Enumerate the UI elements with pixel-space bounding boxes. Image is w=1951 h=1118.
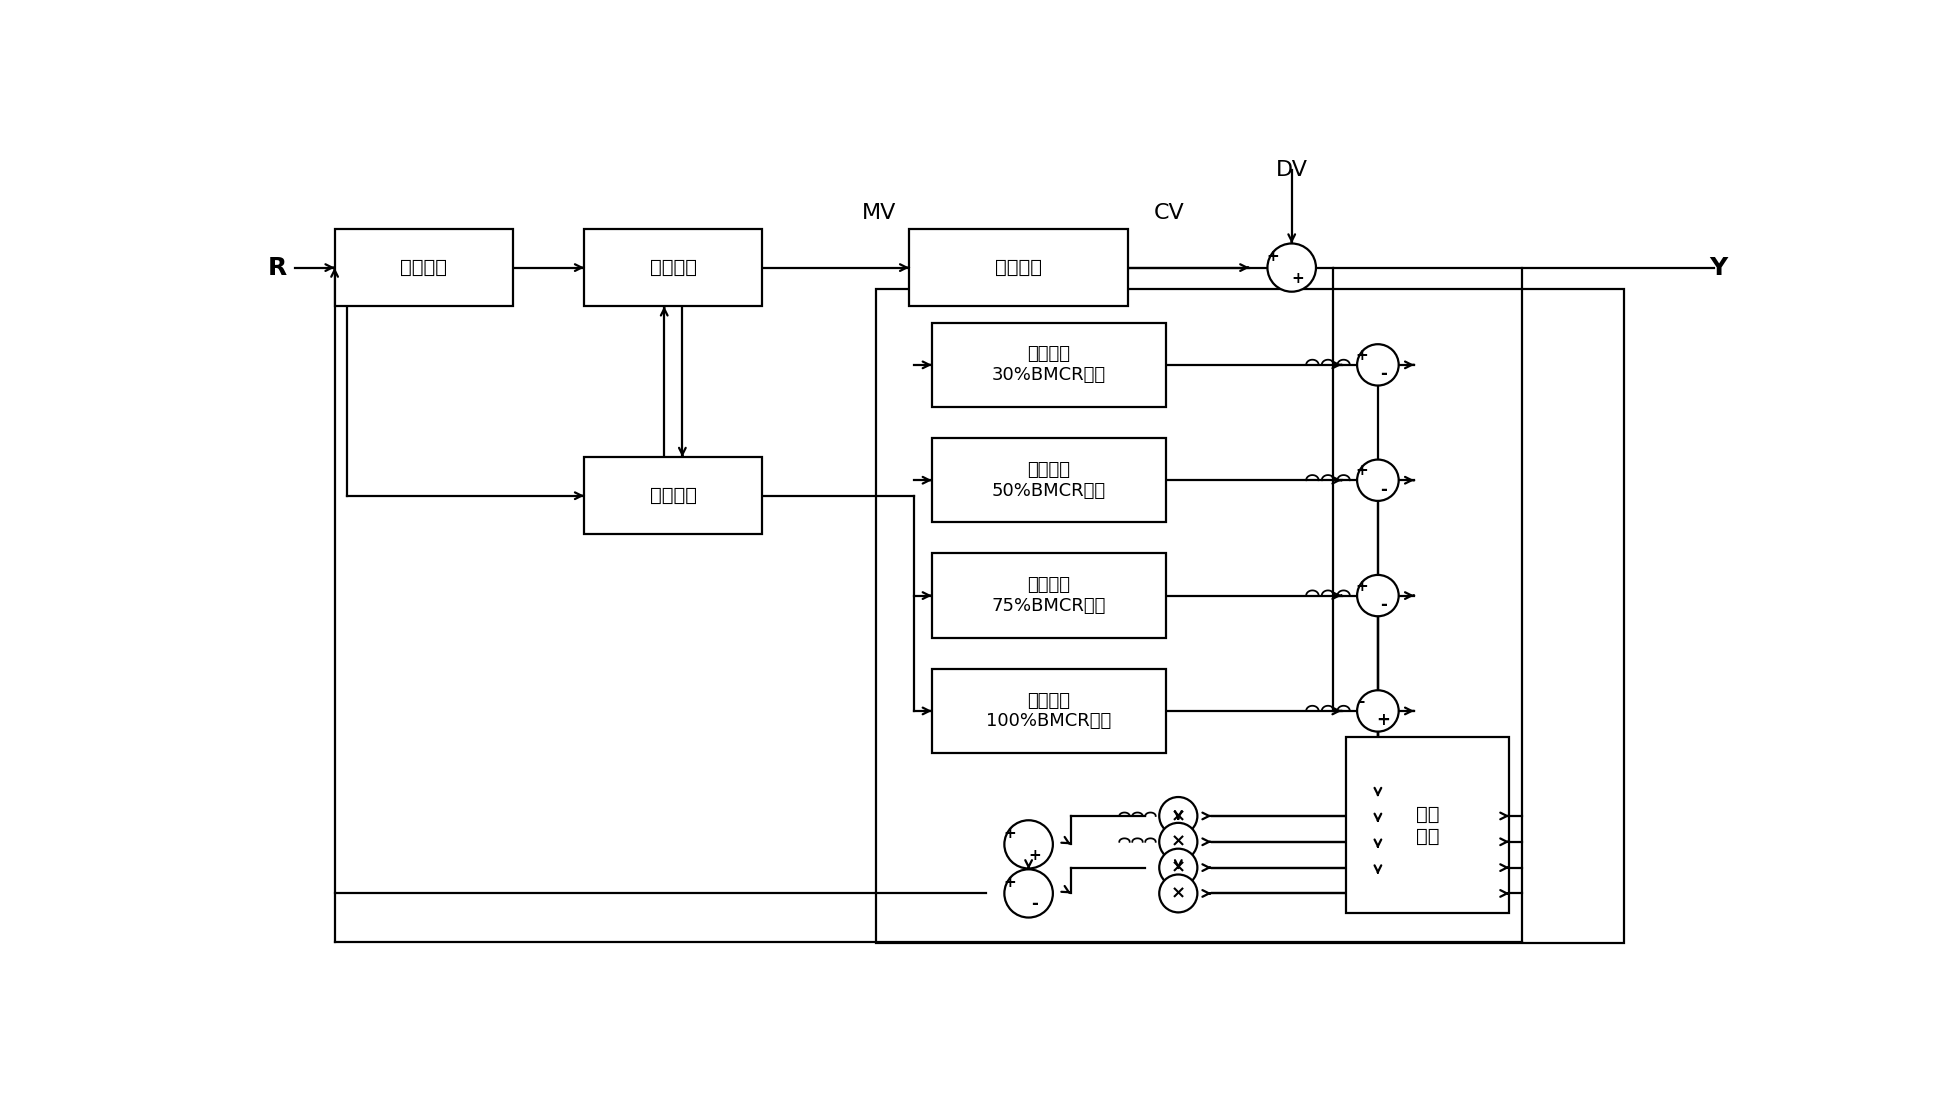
Text: DV: DV — [1276, 160, 1307, 180]
Text: +: + — [1356, 348, 1368, 363]
Circle shape — [1005, 821, 1054, 869]
Circle shape — [1358, 690, 1399, 731]
Bar — [583, 229, 763, 306]
Text: +: + — [1356, 579, 1368, 594]
Text: +: + — [1356, 464, 1368, 479]
Circle shape — [1358, 575, 1399, 616]
Circle shape — [1358, 459, 1399, 501]
Circle shape — [1268, 244, 1317, 292]
Text: ×: × — [1171, 859, 1186, 877]
Text: 滚动优化: 滚动优化 — [650, 258, 697, 277]
Bar — [909, 229, 1128, 306]
Text: -: - — [1358, 694, 1366, 709]
Text: 预测模型: 预测模型 — [650, 486, 697, 505]
Bar — [1346, 737, 1510, 913]
Bar — [933, 669, 1167, 754]
Circle shape — [1005, 870, 1054, 918]
Text: R: R — [267, 256, 287, 280]
Circle shape — [1159, 849, 1198, 887]
Circle shape — [1159, 797, 1198, 835]
Text: 机组对象
75%BMCR模型: 机组对象 75%BMCR模型 — [991, 576, 1106, 615]
Text: ×: × — [1171, 884, 1186, 902]
Bar — [933, 438, 1167, 522]
Text: +: + — [1003, 826, 1016, 841]
Text: 插值
逻辑: 插值 逻辑 — [1416, 805, 1440, 845]
Bar — [583, 457, 763, 534]
Circle shape — [1159, 874, 1198, 912]
Text: +: + — [1266, 249, 1280, 264]
Text: -: - — [1032, 896, 1038, 913]
Text: +: + — [1003, 875, 1016, 890]
Bar — [933, 553, 1167, 637]
Text: 参考轨迹: 参考轨迹 — [400, 258, 447, 277]
Text: ×: × — [1171, 807, 1186, 825]
Circle shape — [1358, 344, 1399, 386]
Text: MV: MV — [862, 203, 896, 224]
Text: -: - — [1379, 366, 1387, 383]
Text: -: - — [1379, 481, 1387, 499]
Text: +: + — [1028, 847, 1042, 863]
Text: -: - — [1379, 596, 1387, 614]
Text: ×: × — [1171, 833, 1186, 851]
Text: CV: CV — [1153, 203, 1184, 224]
Text: +: + — [1292, 271, 1305, 286]
Text: 机组对象
100%BMCR模型: 机组对象 100%BMCR模型 — [987, 692, 1112, 730]
Text: 机组对象
50%BMCR模型: 机组对象 50%BMCR模型 — [991, 461, 1106, 500]
Text: 机组对象: 机组对象 — [995, 258, 1042, 277]
Circle shape — [1159, 823, 1198, 861]
Text: Y: Y — [1709, 256, 1727, 280]
Text: +: + — [1375, 711, 1391, 729]
Bar — [336, 229, 513, 306]
Text: 机组对象
30%BMCR模型: 机组对象 30%BMCR模型 — [991, 345, 1106, 385]
Bar — [933, 323, 1167, 407]
Bar — [876, 290, 1625, 944]
